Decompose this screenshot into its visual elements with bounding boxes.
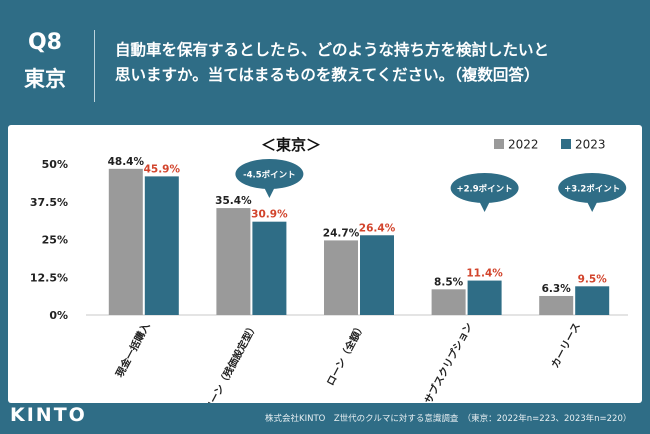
source-note: 株式会社KINTO Z世代のクルマに対する意識調査 （東京：2022年n=223… [265,414,632,424]
category-label-0: 現金一括購入 [113,320,153,379]
data-label-2023-1: 30.9% [251,209,288,221]
bar-2022-4 [539,295,574,315]
question-text: 自動車を保有するとしたら、どのような持ち方を検討したいと 思いますか。当てはまる… [115,38,635,88]
bar-2022-3 [431,289,466,315]
annotation-pointer-0 [263,186,276,198]
chart-card: ＜東京＞ 2022 2023 0% 12.5% 25% 37.5% 50% 48.4% 45.9%… [8,125,642,414]
annotation-text-2: +3.2ポイント [564,184,620,195]
bar-2023-2 [360,235,394,315]
bar-2023-0 [144,176,179,315]
bar-2023-4 [575,286,610,315]
legend-swatch-2023 [561,139,571,149]
annotation-bubble-1 [450,173,519,203]
data-label-2023-4: 9.5% [578,273,608,285]
bar-2022-1 [216,208,251,315]
bar-2023-1 [252,221,287,315]
y-tick-label: 12.5% [30,271,68,284]
chart-title: ＜東京＞ [261,136,321,154]
y-tick-label: 50% [42,158,68,171]
y-tick-label: 37.5% [30,196,68,209]
header-divider [94,30,95,102]
legend-swatch-2022 [494,139,504,149]
annotation-bubble-2 [558,173,627,203]
region-label: 東京 [24,67,66,91]
category-label-2: ローン（全額） [324,320,368,387]
annotation-text-0: -4.5ポイント [243,170,296,181]
bar-2022-0 [108,168,143,315]
bar-2023-3 [467,280,502,315]
question-header-block: Q8 東京 [0,0,90,118]
y-tick-label: 0% [49,309,68,322]
data-label-2022-2: 24.7% [323,227,360,239]
legend-label-2023: 2023 [575,138,606,152]
annotation-bubble-0 [235,159,304,189]
legend-label-2022: 2022 [508,138,539,152]
annotation-text-1: +2.9ポイント [457,184,513,195]
question-line-1: 自動車を保有するとしたら、どのような持ち方を検討したいと [115,41,550,59]
data-label-2022-1: 35.4% [215,195,252,207]
data-label-2022-0: 48.4% [108,156,145,168]
data-label-2022-3: 8.5% [434,276,464,288]
data-label-2023-3: 11.4% [466,268,503,280]
y-tick-label: 25% [42,234,68,247]
data-label-2023-0: 45.9% [144,163,181,175]
question-line-2: 思いますか。当てはまるものを教えてください。（複数回答） [115,66,540,84]
bar-2022-2 [324,240,358,315]
annotation-pointer-2 [586,200,599,212]
question-number: Q8 [27,30,62,55]
category-label-3: サブスクリプション [422,320,476,403]
data-label-2022-4: 6.3% [542,283,572,295]
kinto-logo: KINTO [10,404,87,426]
category-label-1: ローン（残価設定型） [202,320,260,403]
category-label-4: カーリース [549,321,583,370]
bar-chart: ＜東京＞ 2022 2023 0% 12.5% 25% 37.5% 50% 48.4%45.9%… [30,136,628,414]
annotation-pointer-1 [478,200,491,212]
data-label-2023-2: 26.4% [359,222,396,234]
